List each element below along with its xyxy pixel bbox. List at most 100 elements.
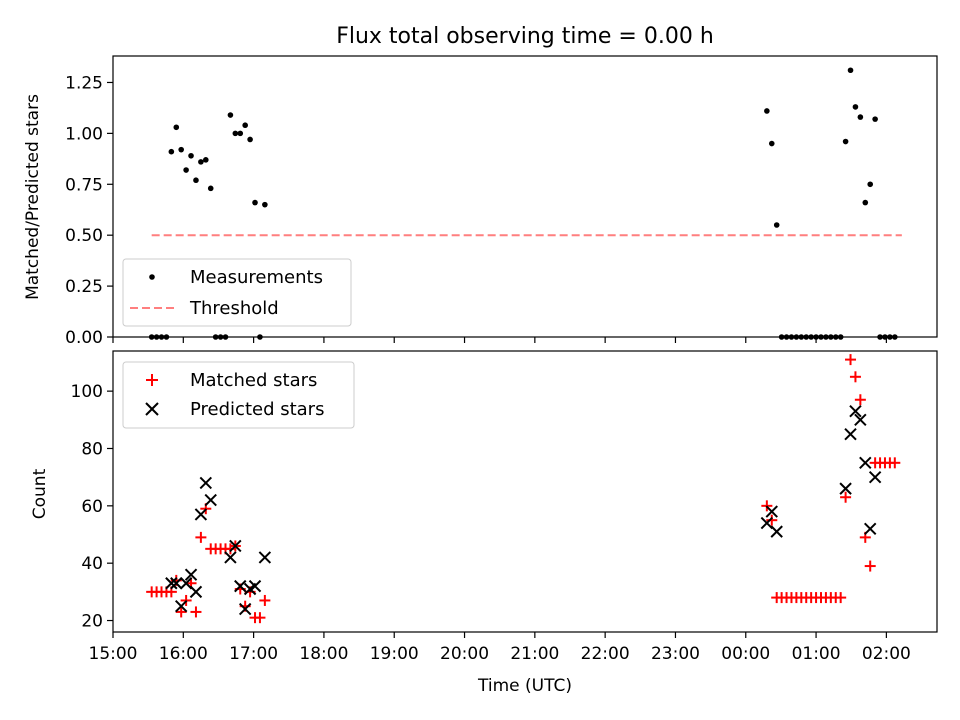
predicted-star-stroke [174, 599, 188, 613]
predicted-star-stroke [165, 577, 178, 590]
predicted-star-point [849, 405, 862, 418]
matched-star-point [840, 491, 852, 503]
x-tick-label: 01:00 [792, 644, 841, 664]
counts-axes-frame [112, 350, 938, 633]
predicted-star-stroke [204, 493, 217, 507]
measurement-point [768, 140, 775, 147]
predicted-star-stroke [864, 522, 877, 535]
ratio-y-tick-label: 0.00 [65, 328, 103, 348]
predicted-star-point [170, 577, 183, 590]
predicted-star-point [174, 599, 188, 613]
measurement-point [207, 185, 214, 192]
measurement-point [173, 124, 180, 131]
predicted-star-point [839, 482, 852, 495]
counts-x-axis: 15:00 16:00 17:00 18:00 19:00 20:00 21:00 22:00… [89, 632, 911, 664]
x-tick-label: 23:00 [651, 644, 700, 664]
measurement-point [183, 167, 189, 173]
predicted-star-stroke [248, 579, 262, 593]
predicted-star-stroke [199, 476, 213, 490]
legend-predicted-marker [145, 402, 159, 416]
legend-matched-marker [146, 374, 158, 386]
predicted-star-stroke [765, 505, 778, 518]
ratio-y-tick-label: 1.00 [65, 124, 103, 144]
x-tick-label: 00:00 [721, 644, 770, 664]
predicted-star-point [224, 551, 237, 564]
ratio-x-ticks [112, 337, 887, 343]
measurement-point [773, 222, 780, 228]
counts-legend: Matched stars Predicted stars [122, 361, 355, 429]
legend-matched-label: Matched stars [190, 370, 317, 391]
counts-y-tick-label: 60 [81, 497, 103, 517]
measurement-point [198, 159, 204, 165]
predicted-star-stroke [868, 470, 882, 484]
predicted-star-point [194, 508, 208, 521]
predicted-star-stroke [238, 602, 252, 616]
x-tick-label: 22:00 [581, 644, 630, 664]
ratio-y-tick-label: 0.25 [65, 277, 103, 297]
ratio-y-label: Matched/Predicted stars [23, 94, 43, 300]
measurement-point [237, 130, 244, 137]
predicted-star-stroke [170, 577, 183, 590]
measurement-point [193, 177, 199, 184]
predicted-star-stroke [859, 456, 872, 470]
predicted-star-stroke [770, 525, 783, 538]
predicted-star-stroke [229, 539, 242, 553]
predicted-star-point [854, 413, 867, 427]
legend-predicted-label: Predicted stars [190, 399, 324, 420]
ratio-y-tick-label: 1.25 [65, 73, 103, 93]
matched-star-point [854, 394, 866, 406]
measurement-point [178, 146, 184, 153]
predicted-star-point [868, 470, 882, 484]
legend-measurements-label: Measurements [190, 267, 323, 288]
predicted-star-stroke [844, 427, 857, 441]
counts-y-tick-label: 20 [81, 612, 103, 632]
predicted-star-point [234, 579, 247, 593]
measurement-point [842, 138, 849, 145]
x-tick-label: 02:00 [862, 644, 911, 664]
x-tick-label: 16:00 [159, 644, 208, 664]
predicted-star-stroke [224, 551, 237, 564]
predicted-star-stroke [184, 568, 198, 581]
counts-y-tick-label: 80 [81, 439, 103, 459]
x-tick-label: 20:00 [440, 644, 489, 664]
counts-legend-box [122, 361, 355, 429]
predicted-star-point [204, 493, 217, 507]
legend-threshold-label: Threshold [189, 298, 279, 319]
predicted-star-point [184, 568, 198, 581]
counts-y-tick-label: 100 [71, 382, 103, 402]
predicted-star-point [189, 585, 203, 599]
matched-star-point [195, 531, 207, 543]
predicted-star-stroke [839, 482, 852, 495]
measurement-point [247, 136, 253, 143]
predicted-star-stroke [194, 508, 208, 521]
predicted-star-point [760, 516, 774, 530]
ratio-axes-frame [112, 55, 938, 338]
x-axis-label: Time (UTC) [477, 676, 572, 696]
ratio-legend-box [122, 258, 352, 327]
measurement-point [852, 104, 859, 110]
x-tick-label: 15:00 [89, 644, 138, 664]
measurement-point [242, 122, 248, 129]
ratio-panel: 0.00 0.25 0.50 0.75 1.00 1.25 Matched/Predict… [23, 55, 938, 348]
matched-star-point [254, 612, 266, 624]
matched-star-point [835, 592, 847, 604]
predicted-star-point [859, 456, 872, 470]
matched-star-point [259, 594, 271, 606]
predicted-star-point [770, 525, 783, 538]
matched-star-point [864, 560, 876, 572]
predicted-star-point [165, 577, 178, 590]
ratio-y-tick-label: 0.75 [65, 175, 103, 195]
measurement-point [862, 199, 869, 206]
ratio-y-tick-label: 0.50 [65, 226, 103, 246]
matched-star-point [849, 371, 861, 383]
measurement-point [252, 199, 258, 206]
predicted-star-stroke [234, 579, 247, 593]
measurement-point [232, 130, 239, 137]
predicted-star-point [765, 505, 778, 518]
chart-title: Flux total observing time = 0.00 h [336, 24, 714, 49]
predicted-star-point [258, 551, 272, 564]
predicted-star-stroke [258, 551, 272, 564]
predicted-star-point [864, 522, 877, 535]
counts-y-tick-label: 40 [81, 554, 103, 574]
matched-star-point [845, 354, 857, 366]
